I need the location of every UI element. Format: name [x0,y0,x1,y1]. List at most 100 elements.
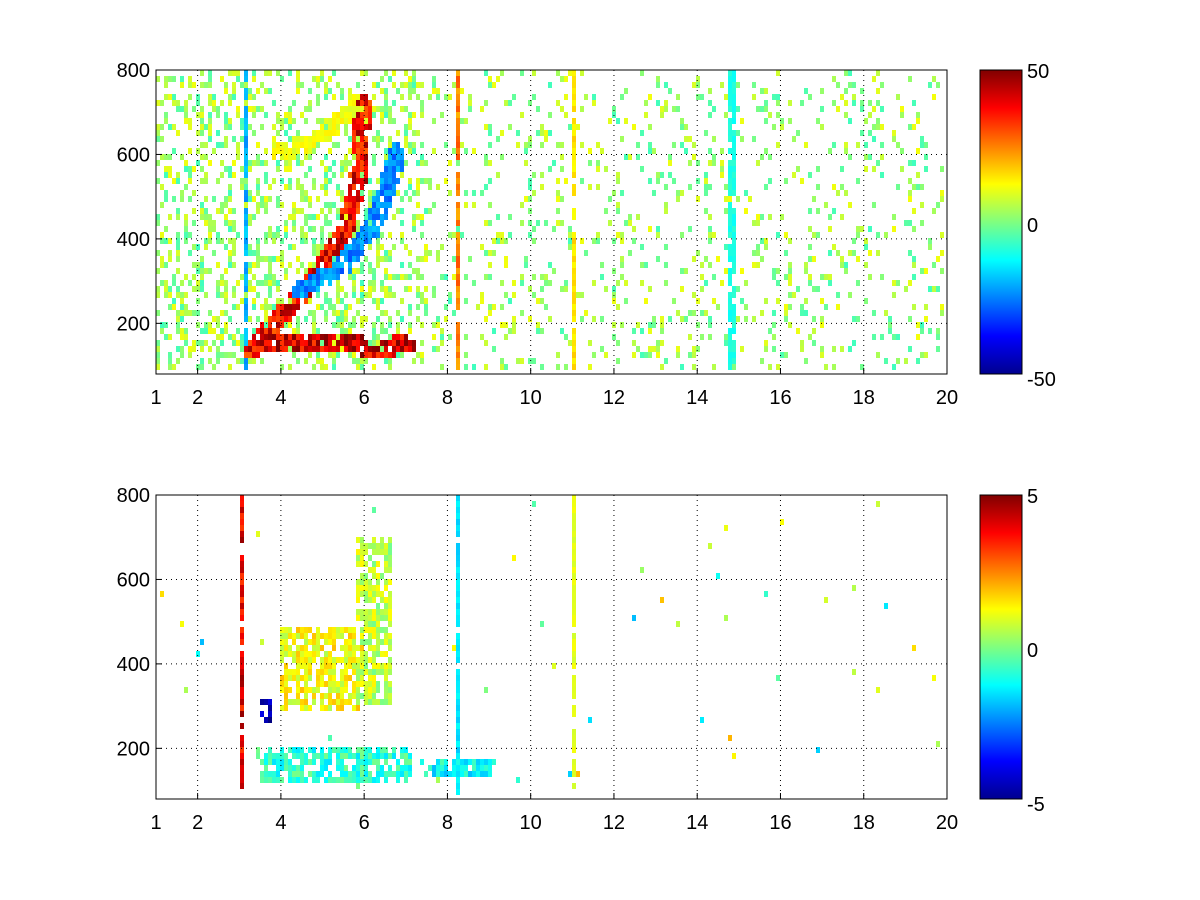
heatmap-cell [280,310,284,316]
heatmap-cell [208,238,212,244]
heatmap-cell [492,759,496,765]
heatmap-cell [716,573,720,579]
heatmap-cell [624,280,628,286]
heatmap-cell [512,94,516,100]
heatmap-cell [380,184,384,190]
heatmap-cell [276,286,280,292]
heatmap-cell [388,184,392,190]
heatmap-cell [216,106,220,112]
heatmap-cell [816,208,820,214]
heatmap-cell [336,82,340,88]
heatmap-cell [376,202,380,208]
heatmap-cell [852,238,856,244]
heatmap-cell [240,573,244,579]
heatmap-cell [812,286,816,292]
heatmap-cell [384,663,388,669]
heatmap-cell [328,130,332,136]
heatmap-cell [388,142,392,148]
heatmap-cell [644,298,648,304]
heatmap-cell [828,214,832,220]
heatmap-cell [220,310,224,316]
heatmap-cell [352,100,356,106]
heatmap-cell [336,286,340,292]
heatmap-cell [252,106,256,112]
heatmap-cell [236,76,240,82]
heatmap-cell [260,280,264,286]
heatmap-cell [324,172,328,178]
heatmap-cell [284,154,288,160]
heatmap-cell [192,244,196,250]
heatmap-cell [332,94,336,100]
heatmap-cell [488,262,492,268]
heatmap-cell [348,226,352,232]
heatmap-cell [208,76,212,82]
heatmap-cell [260,699,264,705]
heatmap-cell [572,573,576,579]
heatmap-cell [240,591,244,597]
heatmap-cell [528,232,532,238]
heatmap-cell [376,352,380,358]
heatmap-cell [360,633,364,639]
heatmap-cell [500,364,504,370]
heatmap-cell [304,238,308,244]
heatmap-cell [820,352,824,358]
heatmap-cell [340,322,344,328]
heatmap-cell [260,82,264,88]
heatmap-cell [844,190,848,196]
heatmap-cell [240,519,244,525]
heatmap-cell [320,268,324,274]
heatmap-cell [480,759,484,765]
heatmap-cell [324,118,328,124]
heatmap-cell [356,148,360,154]
heatmap-cell [912,645,916,651]
heatmap-cell [572,645,576,651]
heatmap-cell [616,118,620,124]
heatmap-cell [312,268,316,274]
heatmap-cell [852,100,856,106]
heatmap-cell [360,549,364,555]
heatmap-cell [924,166,928,172]
heatmap-cell [304,280,308,286]
heatmap-cell [436,316,440,322]
heatmap-cell [848,250,852,256]
heatmap-cell [876,88,880,94]
heatmap-cell [168,364,172,370]
heatmap-cell [372,561,376,567]
heatmap-cell [284,316,288,322]
heatmap-cell [284,663,288,669]
heatmap-cell [440,340,444,346]
heatmap-cell [664,208,668,214]
heatmap-cell [380,232,384,238]
heatmap-cell [380,88,384,94]
heatmap-cell [264,771,268,777]
heatmap-cell [176,100,180,106]
heatmap-cell [252,70,256,76]
heatmap-cell [336,352,340,358]
heatmap-cell [380,699,384,705]
heatmap-cell [572,142,576,148]
heatmap-cell [572,130,576,136]
heatmap-cell [408,94,412,100]
heatmap-cell [632,238,636,244]
heatmap-cell [836,106,840,112]
heatmap-cell [248,286,252,292]
heatmap-cell [204,172,208,178]
heatmap-cell [356,759,360,765]
heatmap-cell [688,160,692,166]
heatmap-cell [288,747,292,753]
heatmap-cell [356,244,360,250]
heatmap-cell [496,172,500,178]
heatmap-cell [324,154,328,160]
heatmap-cell [676,310,680,316]
heatmap-cell [736,82,740,88]
heatmap-cell [292,346,296,352]
heatmap-cell [640,280,644,286]
heatmap-cell [360,154,364,160]
heatmap-cell [732,184,736,190]
heatmap-cell [660,112,664,118]
heatmap-cell [372,208,376,214]
heatmap-cell [288,669,292,675]
heatmap-cell [432,346,436,352]
heatmap-cell [496,232,500,238]
